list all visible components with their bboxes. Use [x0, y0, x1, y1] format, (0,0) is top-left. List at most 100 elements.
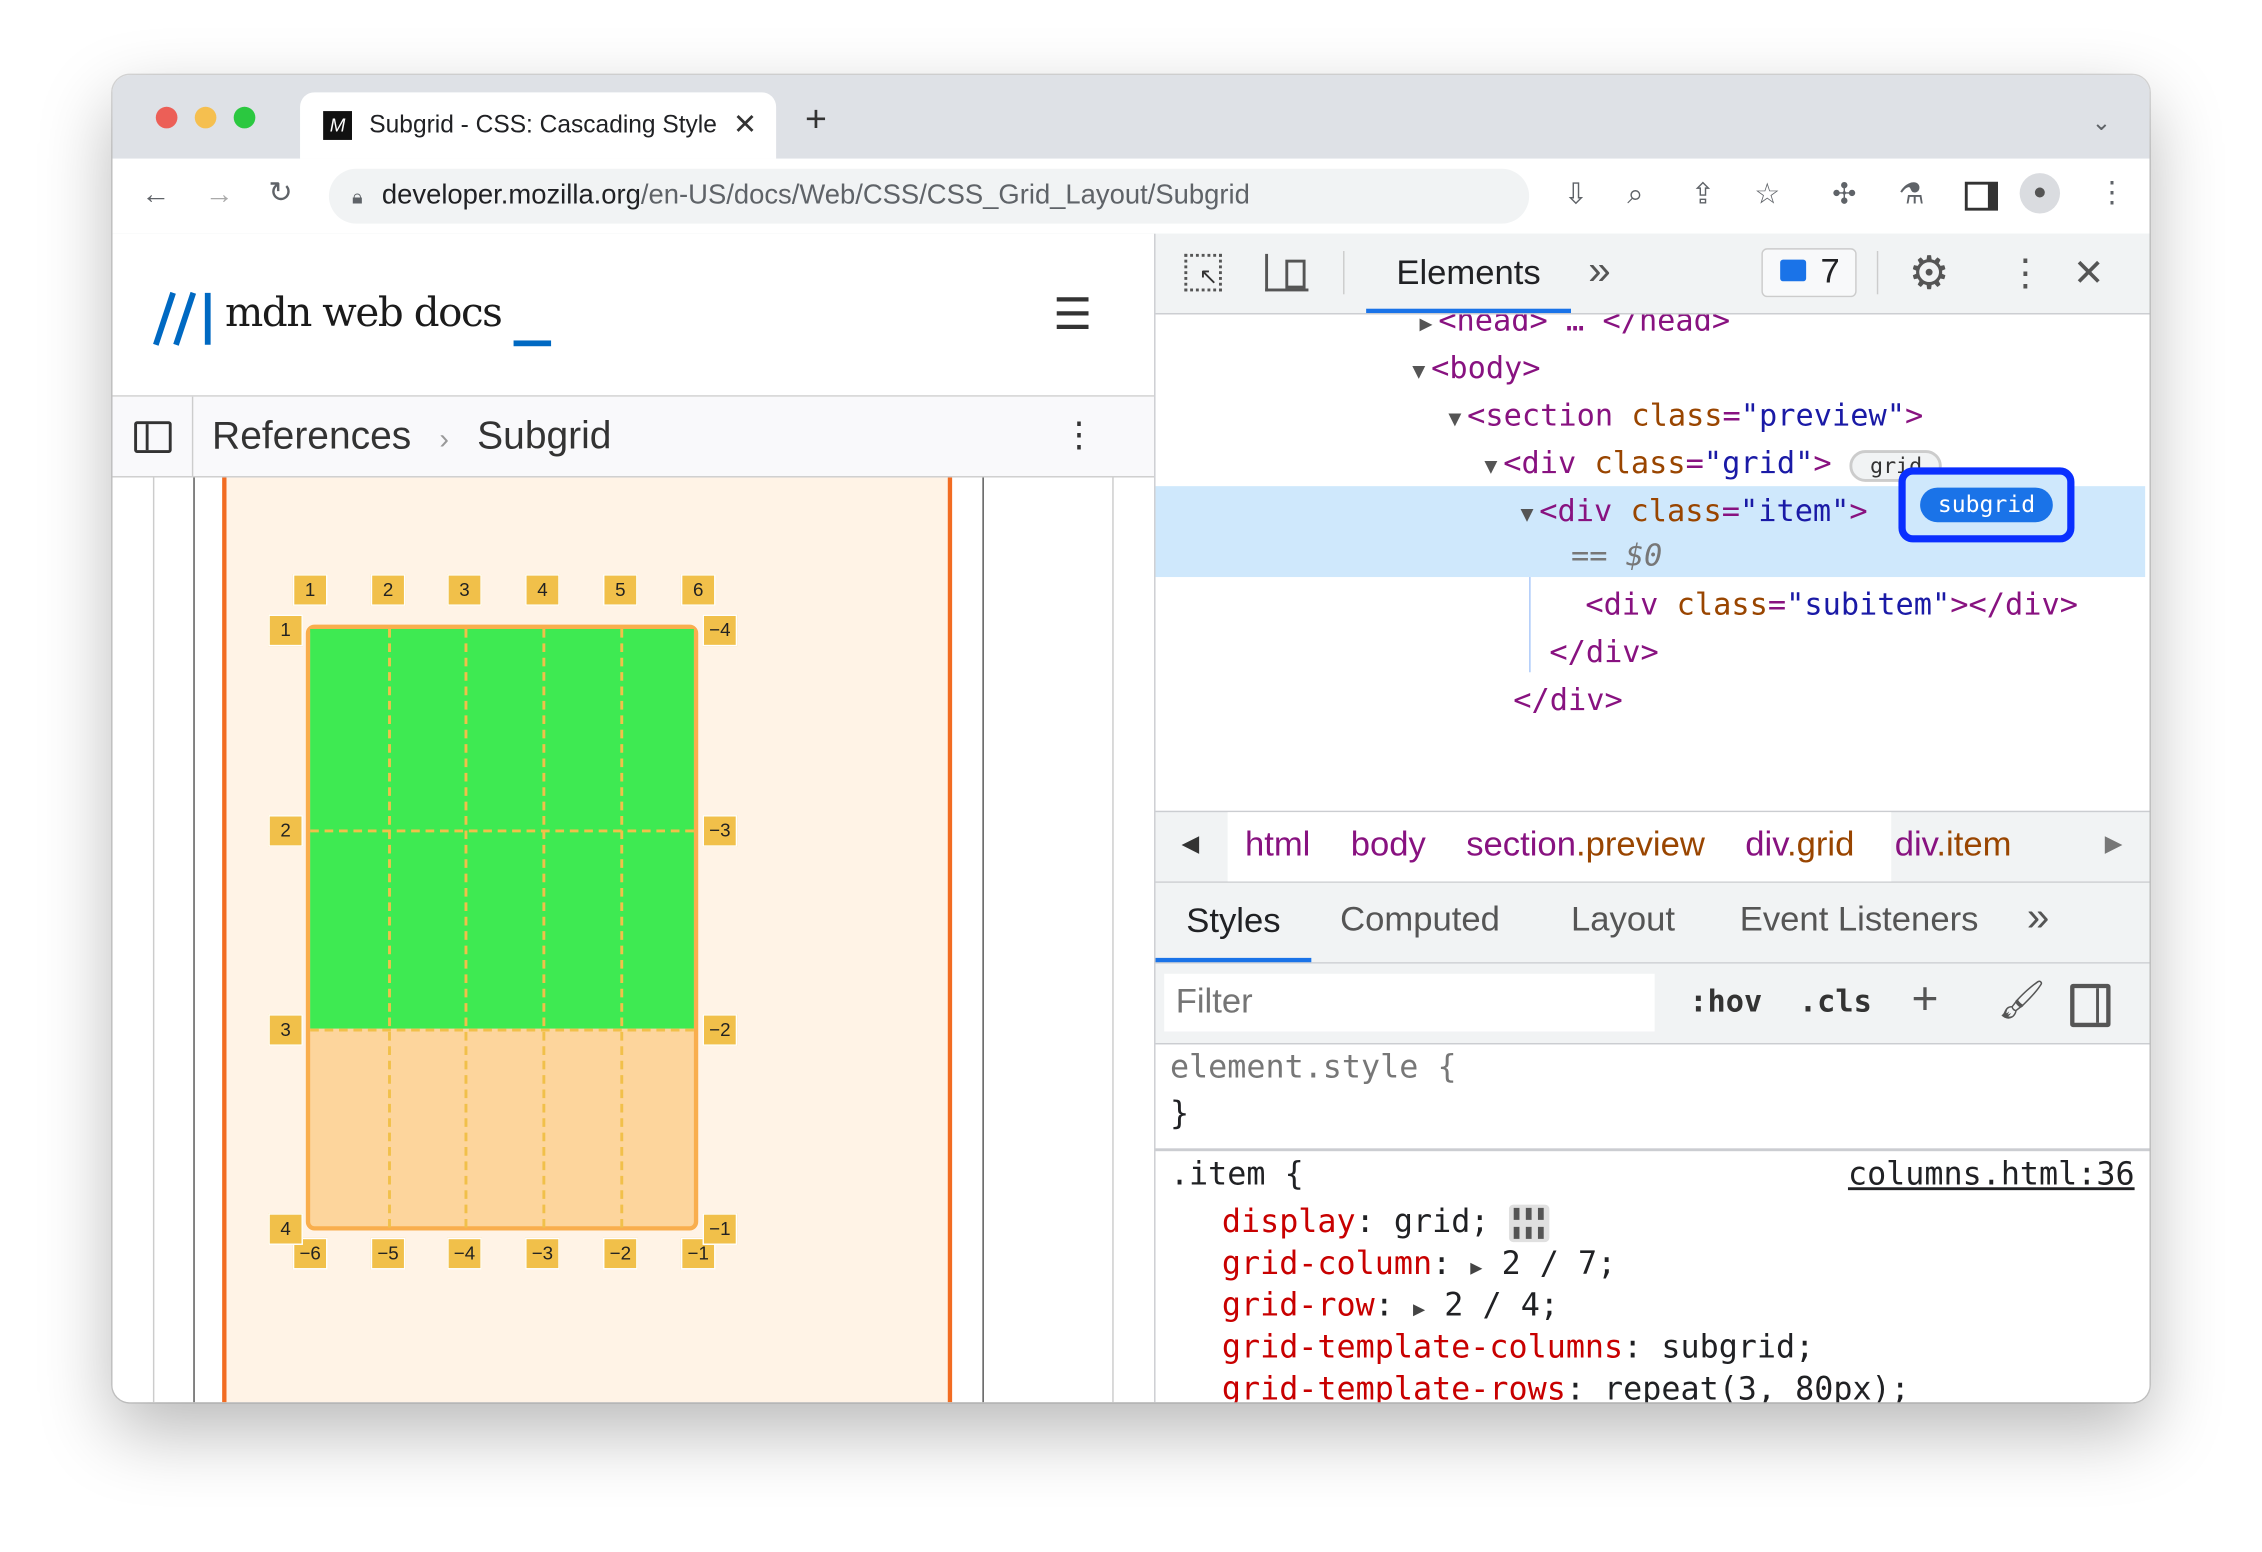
- more-options-icon[interactable]: ⋮: [1061, 415, 1097, 455]
- dom-breadcrumb-div-grid[interactable]: div.grid: [1745, 825, 1855, 865]
- column-line-label: 2: [370, 574, 406, 606]
- styles-filter-input[interactable]: [1164, 973, 1655, 1032]
- device-toolbar-icon[interactable]: [1265, 253, 1309, 292]
- browser-menu-icon[interactable]: ⋮: [2097, 177, 2127, 210]
- breadcrumb-subgrid[interactable]: Subgrid: [477, 414, 612, 458]
- close-tab-icon[interactable]: ✕: [732, 109, 758, 142]
- tab-elements[interactable]: Elements: [1366, 234, 1571, 314]
- tab-title: Subgrid - CSS: Cascading Style: [369, 111, 717, 139]
- dom-breadcrumb-section-preview[interactable]: section.preview: [1466, 825, 1705, 865]
- address-bar[interactable]: 🔒︎ developer.mozilla.org/en-US/docs/Web/…: [328, 168, 1530, 224]
- expand-icon: ▶: [1412, 1298, 1426, 1322]
- styles-filter-bar: :hov .cls + 🖌︎: [1155, 963, 2150, 1045]
- browser-window: M Subgrid - CSS: Cascading Style ✕ + ⌄ ←…: [112, 75, 2150, 1403]
- dom-close-grid[interactable]: </div>: [1513, 682, 1623, 717]
- subgrid-item: [310, 628, 694, 1029]
- rule-selector: .item {: [1169, 1156, 1304, 1194]
- hamburger-menu-icon[interactable]: ☰: [1053, 291, 1092, 340]
- bookmark-star-icon[interactable]: ☆: [1754, 178, 1781, 211]
- expand-icon: ▶: [1470, 1256, 1483, 1280]
- grid-column-line: [620, 628, 624, 1228]
- extensions-icon[interactable]: ✣: [1832, 178, 1857, 211]
- example-area: 1 2 3 4 5 6 −6 −5 −4 −3 −2 −1 1 2 3 4 −4 −3 −2 −1: [113, 477, 1155, 1403]
- close-window-button[interactable]: [155, 106, 178, 129]
- inspect-element-icon[interactable]: ↖: [1184, 253, 1222, 292]
- paintbrush-icon[interactable]: 🖌︎: [1998, 978, 2046, 1022]
- rule-source-link[interactable]: columns.html:36: [1847, 1156, 2135, 1194]
- decl-grid-template-rows[interactable]: grid-template-rows: repeat(3, 80px);: [1221, 1371, 1910, 1403]
- customize-menu-icon[interactable]: ⋮: [2006, 251, 2045, 295]
- mdn-logo[interactable]: [153, 291, 214, 353]
- zoom-icon[interactable]: ⌕: [1627, 178, 1644, 211]
- grid-row-line: [310, 829, 694, 833]
- dom-breadcrumb-html[interactable]: html: [1244, 825, 1311, 865]
- maximize-window-button[interactable]: [233, 106, 256, 129]
- sidebar-icon: [134, 421, 172, 453]
- share-icon[interactable]: ⇪: [1690, 178, 1715, 211]
- grid-editor-icon[interactable]: ▮▮▮ ▮▮▮: [1508, 1201, 1549, 1244]
- dom-node-grid[interactable]: ▼ <div class="grid"> grid: [1484, 441, 1943, 484]
- decl-grid-template-columns[interactable]: grid-template-columns: subgrid;: [1221, 1330, 1815, 1367]
- more-tabs-icon[interactable]: »: [1588, 248, 1611, 293]
- column-line-label: 4: [525, 574, 560, 606]
- row-line-label-negative: −2: [702, 1014, 738, 1046]
- sidebar-toggle-button[interactable]: [113, 396, 194, 477]
- back-icon[interactable]: ←: [141, 178, 171, 211]
- side-panel-icon[interactable]: [1964, 181, 1999, 211]
- more-panel-tabs-icon[interactable]: »: [2026, 894, 2050, 940]
- scroll-right-icon[interactable]: ▶: [2104, 832, 2123, 857]
- dom-node-subitem[interactable]: <div class="subitem"></div>: [1585, 587, 2078, 622]
- row-line-label: 4: [268, 1213, 303, 1245]
- scroll-left-icon[interactable]: ◀: [1181, 832, 1200, 857]
- crumb-list: html body section.preview div.grid div.item: [1245, 825, 2052, 865]
- tab-search-chevron-icon[interactable]: ⌄: [2091, 111, 2112, 136]
- close-devtools-icon[interactable]: ✕: [2073, 251, 2105, 295]
- subgrid-badge[interactable]: subgrid: [1920, 487, 2053, 523]
- labs-flask-icon[interactable]: ⚗: [1898, 178, 1925, 211]
- dom-node-head[interactable]: ▶ <head> … </head>: [1419, 314, 1731, 338]
- new-style-rule-icon[interactable]: +: [1911, 972, 1939, 1025]
- column-line-label: 6: [680, 574, 716, 606]
- decl-grid-column[interactable]: grid-column: ▶ 2 / 7;: [1221, 1246, 1617, 1283]
- selected-marker: == $0: [1570, 538, 1663, 573]
- tab-computed[interactable]: Computed: [1340, 900, 1500, 940]
- cls-button[interactable]: .cls: [1798, 983, 1872, 1019]
- mdn-logo-icon: [153, 291, 211, 346]
- dom-tree: ▶ <head> … </head> ▼ <body> ▼ <section clas…: [1155, 314, 2150, 735]
- row-line-label-negative: −1: [702, 1213, 738, 1245]
- tab-layout[interactable]: Layout: [1570, 900, 1675, 940]
- row-line-label: 1: [268, 614, 303, 647]
- issues-counter-button[interactable]: 7: [1761, 248, 1857, 298]
- breadcrumb-references[interactable]: References: [212, 414, 412, 458]
- grid-row-line: [310, 1028, 694, 1033]
- toggle-sidebar-icon[interactable]: [2070, 983, 2111, 1028]
- column-line-label: 3: [447, 574, 482, 606]
- settings-gear-icon[interactable]: ⚙: [1908, 246, 1950, 299]
- dom-breadcrumb-div-item[interactable]: div.item: [1894, 825, 2012, 865]
- row-line-label-negative: −4: [702, 614, 738, 647]
- dom-breadcrumbs: ◀ html body section.preview div.grid div.ite…: [1155, 810, 2150, 883]
- url-path: /en-US/docs/Web/CSS/CSS_Grid_Layout/Subg…: [640, 180, 1250, 211]
- column-line-label: 1: [292, 574, 328, 606]
- minimize-window-button[interactable]: [194, 106, 217, 129]
- grid-column-line: [388, 628, 392, 1228]
- dom-node-body[interactable]: ▼ <body>: [1412, 350, 1541, 386]
- dom-node-item[interactable]: ▼ <div class="item">: [1520, 493, 1868, 528]
- decl-display[interactable]: display: grid; ▮▮▮ ▮▮▮: [1221, 1201, 1549, 1244]
- row-line-label: 2: [268, 815, 303, 847]
- reload-icon[interactable]: ↻: [268, 177, 293, 210]
- tab-event-listeners[interactable]: Event Listeners: [1739, 900, 1979, 940]
- tab-styles[interactable]: Styles: [1155, 883, 1312, 963]
- browser-toolbar: ← → ↻ 🔒︎ developer.mozilla.org/en-US/doc…: [112, 158, 2150, 236]
- dom-node-section[interactable]: ▼ <section class="preview">: [1448, 398, 1924, 433]
- forward-icon[interactable]: →: [204, 178, 234, 211]
- hov-button[interactable]: :hov: [1689, 983, 1763, 1019]
- dom-close-item[interactable]: </div>: [1549, 634, 1659, 670]
- dom-breadcrumb-body[interactable]: body: [1350, 825, 1426, 865]
- browser-tab[interactable]: M Subgrid - CSS: Cascading Style ✕: [300, 92, 777, 159]
- install-icon[interactable]: ⇩: [1563, 178, 1588, 211]
- new-tab-icon[interactable]: +: [804, 96, 827, 140]
- decl-grid-row[interactable]: grid-row: ▶ 2 / 4;: [1221, 1288, 1559, 1325]
- profile-avatar[interactable]: ●: [2019, 173, 2061, 214]
- column-line-label: 5: [603, 574, 638, 606]
